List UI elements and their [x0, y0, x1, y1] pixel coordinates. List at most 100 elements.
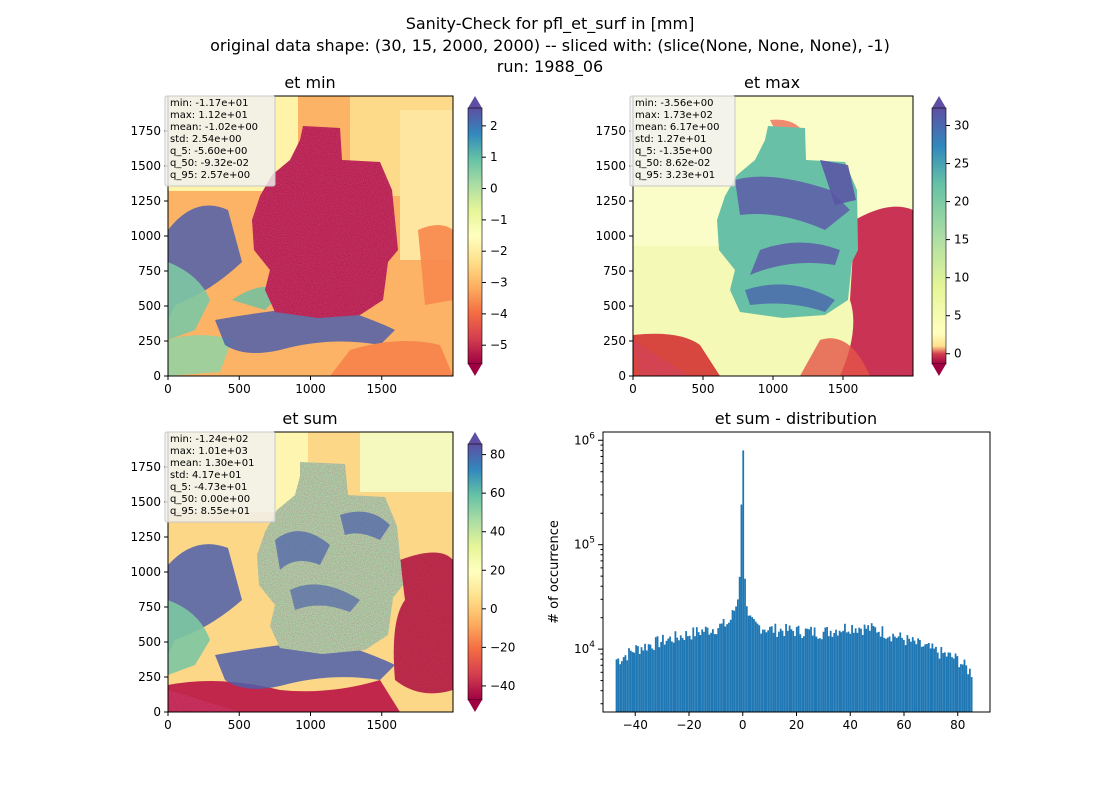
stat-mean: mean: -1.02e+00 — [170, 122, 258, 133]
histogram-bar — [801, 638, 804, 712]
heatmap-et-max: et max 0 500 1000 1500025050075010001250150… — [595, 73, 969, 396]
histogram-bar — [733, 610, 736, 712]
histogram-bar — [642, 650, 645, 712]
stat-q5: q_5: -1.35e+00 — [635, 146, 712, 157]
histogram-bar — [913, 640, 916, 712]
histogram-bar — [804, 628, 807, 712]
x-tick-label: 500 — [228, 382, 251, 396]
histogram-bar — [860, 628, 862, 712]
colorbar-tick-label: 15 — [954, 233, 969, 247]
histogram-bar — [761, 629, 764, 712]
histogram-bar — [653, 649, 655, 712]
histogram-bar — [715, 634, 718, 712]
histogram-bar — [662, 634, 664, 712]
histogram-bar — [894, 636, 896, 712]
stat-q5: q_5: -4.73e+01 — [170, 482, 247, 493]
histogram-bar — [847, 631, 850, 712]
histogram-bar — [877, 631, 880, 712]
histogram-bar — [728, 622, 730, 712]
axis-ticks: −40 −20 0 20 40 60 80 104 105 106 — [574, 431, 965, 732]
histogram-bar — [851, 624, 853, 712]
y-tick-label: 750 — [138, 264, 161, 278]
histogram-bar — [736, 599, 739, 712]
histogram-bar — [874, 627, 877, 712]
histogram-bar — [924, 644, 927, 712]
histogram-bar — [785, 623, 787, 712]
histogram-bar — [711, 629, 714, 712]
histogram-bar — [763, 629, 766, 712]
stat-min: min: -1.24e+02 — [170, 434, 249, 445]
histogram-bar — [951, 657, 953, 712]
histogram-bar — [952, 658, 955, 712]
colorbar-tick-label: −2 — [490, 244, 508, 258]
colorbar-tick-label: 80 — [490, 448, 505, 462]
histogram-bar — [781, 630, 784, 712]
y-tick-label: 750 — [603, 264, 626, 278]
histogram-bar — [649, 644, 652, 712]
histogram-bar — [917, 638, 919, 712]
heatmap-image — [168, 432, 453, 712]
histogram-bar — [701, 629, 704, 712]
figure-title-line-3: run: 1988_06 — [497, 57, 603, 77]
colorbar-tick-label: 30 — [954, 118, 969, 132]
x-tick-label: 0 — [164, 382, 172, 396]
heatmap-title: et sum — [282, 409, 337, 428]
histogram-bar — [867, 625, 870, 712]
stat-q50: q_50: 0.00e+00 — [170, 494, 250, 505]
histogram-bar — [810, 626, 812, 712]
histogram-bar — [720, 623, 723, 712]
histogram-bar — [758, 625, 761, 712]
histogram-bar — [938, 658, 941, 712]
colorbar-tick-label: 1 — [490, 150, 498, 164]
histogram-bar — [895, 638, 898, 712]
histogram-bar — [769, 626, 771, 712]
histogram-bar — [856, 632, 859, 712]
histogram-bar — [708, 634, 711, 712]
stat-min: min: -3.56e+00 — [635, 98, 714, 109]
figure-title-line-1: Sanity-Check for pfl_et_surf in [mm] — [406, 14, 695, 34]
colorbar: 80 60 40 20 0 −20 −40 — [467, 432, 515, 712]
x-tick-label: 1500 — [828, 382, 859, 396]
histogram-bar — [831, 636, 834, 712]
histogram-bar — [774, 623, 777, 712]
histogram-bar — [656, 636, 659, 712]
histogram-bar — [690, 639, 693, 712]
histogram-bar — [942, 652, 944, 712]
histogram-bar — [872, 626, 875, 712]
histogram-bar — [695, 627, 698, 712]
x-tick-label: 500 — [692, 382, 715, 396]
histogram-bar — [933, 648, 936, 712]
histogram-bar — [863, 624, 866, 712]
colorbar-tick-label: −5 — [490, 338, 508, 352]
histogram-bar — [970, 677, 973, 712]
histogram-bar — [756, 623, 759, 712]
histogram-bar — [788, 625, 791, 712]
heatmap-image — [633, 96, 913, 376]
histogram-et-sum-distribution: et sum - distribution −40 −20 0 20 40 60 80 104… — [547, 409, 991, 732]
histogram-bar — [820, 639, 823, 712]
y-tick-label: 1000 — [595, 229, 626, 243]
histogram-bar — [624, 655, 627, 712]
colorbar-tick-label: 20 — [490, 563, 505, 577]
histogram-bar — [687, 636, 689, 712]
x-tick-label: 1000 — [295, 718, 326, 732]
x-tick-label: 20 — [789, 718, 804, 732]
histogram-bar — [945, 656, 948, 712]
colorbar-ticks: 2 1 0 −1 −2 −3 −4 −5 — [482, 119, 508, 352]
colorbar: 30 25 20 15 10 5 0 — [931, 96, 969, 376]
y-tick-label: 1250 — [595, 194, 626, 208]
y-tick-label: 0 — [618, 369, 626, 383]
colorbar-tick-label: 40 — [490, 525, 505, 539]
histogram-bar — [717, 628, 720, 712]
histogram-bar — [694, 636, 696, 712]
histogram-bar — [790, 629, 793, 712]
histogram-bar — [965, 665, 968, 712]
histogram-bar — [747, 615, 750, 712]
histogram-bar — [692, 627, 695, 712]
histogram-bar — [897, 636, 900, 712]
histogram-bar — [697, 632, 700, 712]
histogram-bar — [906, 635, 909, 712]
colorbar-tick-label: −4 — [490, 307, 508, 321]
histogram-bar — [892, 633, 895, 712]
